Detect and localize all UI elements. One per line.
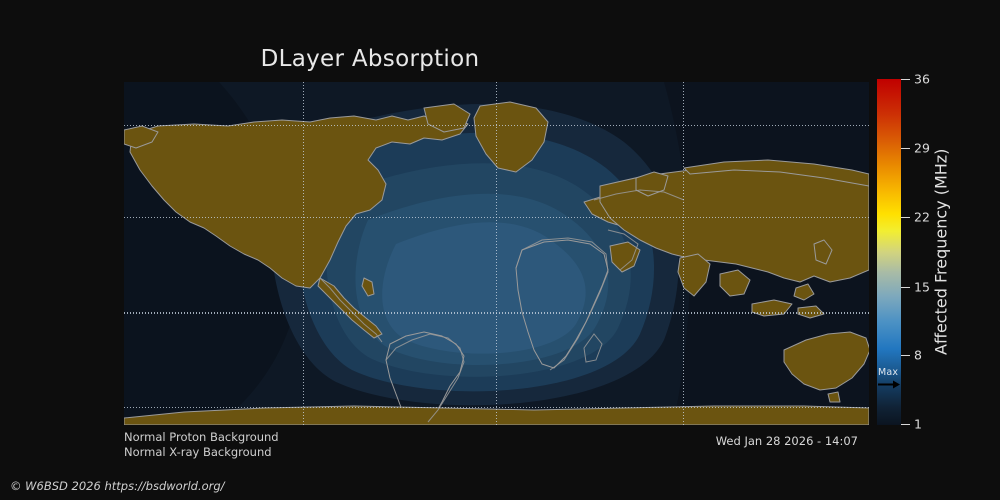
colorbar-label-1: 1 xyxy=(914,416,922,432)
colorbar-tick-15 xyxy=(901,287,910,288)
map-canvas xyxy=(124,82,869,425)
colorbar-label-36: 36 xyxy=(914,71,930,87)
proton-background-status: Normal Proton Background xyxy=(124,430,279,444)
page-title: DLayer Absorption xyxy=(260,46,480,72)
colorbar-label-22: 22 xyxy=(914,209,930,225)
credit-line: © W6BSD 2026 https://bsdworld.org/ xyxy=(10,479,225,493)
xray-background-status: Normal X-ray Background xyxy=(124,445,272,459)
colorbar-label-15: 15 xyxy=(914,279,930,295)
colorbar-axis-label: Affected Frequency (MHz) xyxy=(931,148,951,356)
arrow-right-icon xyxy=(878,380,900,389)
colorbar-tick-36 xyxy=(901,79,910,80)
max-marker: Max xyxy=(877,367,901,390)
colorbar-tick-22 xyxy=(901,217,910,218)
colorbar-gradient xyxy=(877,79,901,425)
max-marker-label: Max xyxy=(878,367,899,378)
world-map[interactable] xyxy=(124,82,869,425)
colorbar[interactable] xyxy=(877,79,901,425)
colorbar-tick-29 xyxy=(901,148,910,149)
colorbar-label-29: 29 xyxy=(914,140,930,156)
colorbar-tick-8 xyxy=(901,355,910,356)
colorbar-label-8: 8 xyxy=(914,347,922,363)
timestamp: Wed Jan 28 2026 - 14:07 xyxy=(715,434,858,448)
colorbar-tick-1 xyxy=(901,424,910,425)
